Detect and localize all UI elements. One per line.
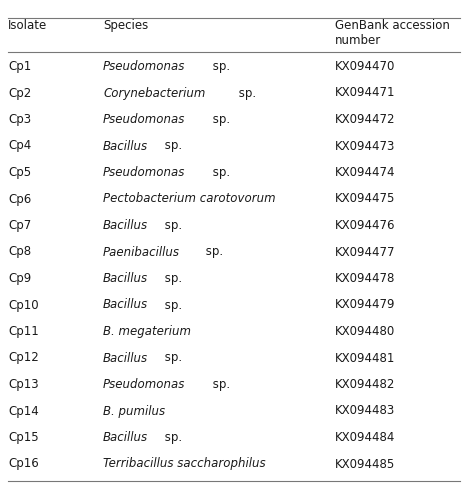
Text: B. pumilus: B. pumilus: [103, 404, 165, 417]
Text: KX094479: KX094479: [335, 298, 395, 311]
Text: Pseudomonas: Pseudomonas: [103, 113, 185, 126]
Text: KX094483: KX094483: [335, 404, 395, 417]
Text: Bacillus: Bacillus: [103, 351, 148, 364]
Text: KX094485: KX094485: [335, 457, 395, 471]
Text: Cp9: Cp9: [8, 272, 31, 285]
Text: Cp7: Cp7: [8, 219, 31, 232]
Text: KX094481: KX094481: [335, 351, 395, 364]
Text: Corynebacterium: Corynebacterium: [103, 87, 205, 99]
Text: Bacillus: Bacillus: [103, 219, 148, 232]
Text: Cp4: Cp4: [8, 140, 31, 152]
Text: Cp15: Cp15: [8, 431, 38, 444]
Text: Cp16: Cp16: [8, 457, 39, 471]
Text: sp.: sp.: [161, 140, 182, 152]
Text: Terribacillus saccharophilus: Terribacillus saccharophilus: [103, 457, 265, 471]
Text: Cp8: Cp8: [8, 246, 31, 258]
Text: KX094472: KX094472: [335, 113, 395, 126]
Text: B. megaterium: B. megaterium: [103, 325, 191, 338]
Text: Isolate: Isolate: [8, 19, 47, 32]
Text: Cp14: Cp14: [8, 404, 39, 417]
Text: sp.: sp.: [235, 87, 256, 99]
Text: KX094475: KX094475: [335, 193, 395, 205]
Text: KX094470: KX094470: [335, 60, 395, 73]
Text: KX094484: KX094484: [335, 431, 395, 444]
Text: GenBank accession
number: GenBank accession number: [335, 19, 450, 47]
Text: sp.: sp.: [209, 60, 230, 73]
Text: Cp3: Cp3: [8, 113, 31, 126]
Text: KX094478: KX094478: [335, 272, 395, 285]
Text: Cp12: Cp12: [8, 351, 39, 364]
Text: KX094471: KX094471: [335, 87, 395, 99]
Text: Paenibacillus: Paenibacillus: [103, 246, 180, 258]
Text: Bacillus: Bacillus: [103, 298, 148, 311]
Text: Bacillus: Bacillus: [103, 431, 148, 444]
Text: KX094474: KX094474: [335, 166, 395, 179]
Text: sp.: sp.: [209, 378, 230, 391]
Text: sp.: sp.: [161, 351, 182, 364]
Text: sp.: sp.: [161, 272, 182, 285]
Text: sp.: sp.: [161, 219, 182, 232]
Text: KX094480: KX094480: [335, 325, 395, 338]
Text: Cp2: Cp2: [8, 87, 31, 99]
Text: KX094473: KX094473: [335, 140, 395, 152]
Text: Cp11: Cp11: [8, 325, 39, 338]
Text: Cp10: Cp10: [8, 298, 38, 311]
Text: KX094476: KX094476: [335, 219, 395, 232]
Text: sp.: sp.: [161, 298, 182, 311]
Text: Pseudomonas: Pseudomonas: [103, 378, 185, 391]
Text: KX094477: KX094477: [335, 246, 395, 258]
Text: Pectobacterium carotovorum: Pectobacterium carotovorum: [103, 193, 276, 205]
Text: Cp1: Cp1: [8, 60, 31, 73]
Text: Cp5: Cp5: [8, 166, 31, 179]
Text: sp.: sp.: [209, 166, 230, 179]
Text: sp.: sp.: [202, 246, 224, 258]
Text: Cp6: Cp6: [8, 193, 31, 205]
Text: sp.: sp.: [209, 113, 230, 126]
Text: Bacillus: Bacillus: [103, 272, 148, 285]
Text: KX094482: KX094482: [335, 378, 395, 391]
Text: Cp13: Cp13: [8, 378, 38, 391]
Text: Pseudomonas: Pseudomonas: [103, 60, 185, 73]
Text: Bacillus: Bacillus: [103, 140, 148, 152]
Text: Species: Species: [103, 19, 148, 32]
Text: sp.: sp.: [161, 431, 182, 444]
Text: Pseudomonas: Pseudomonas: [103, 166, 185, 179]
